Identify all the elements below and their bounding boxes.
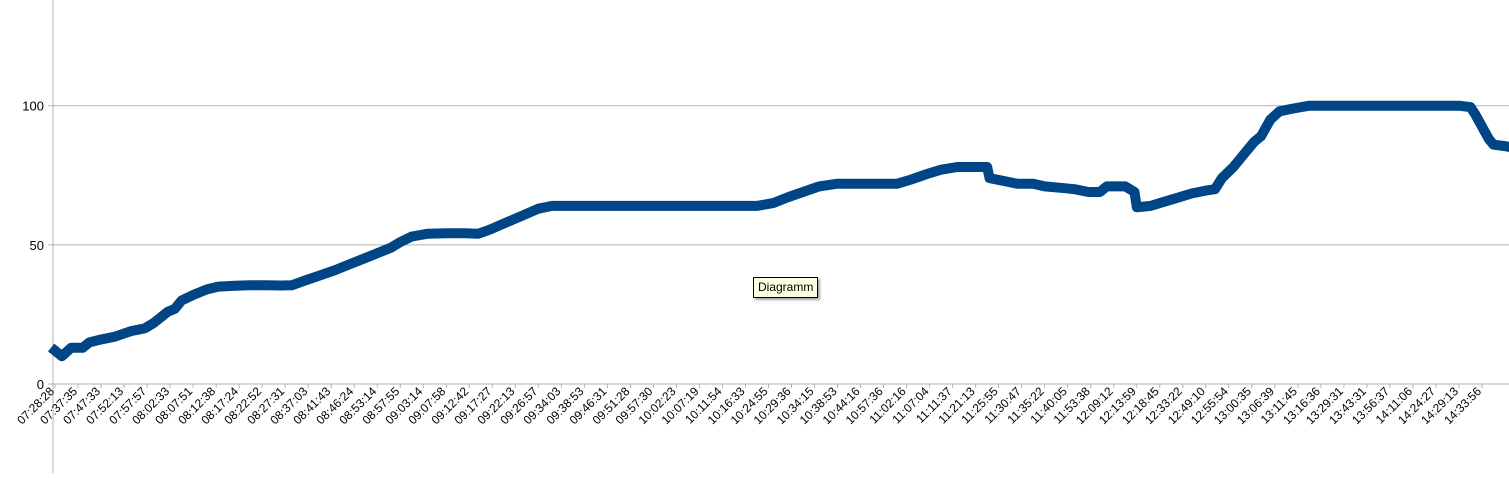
series-line-0	[47, 100, 1509, 362]
y-tick-label: 50	[30, 238, 44, 253]
chart-tooltip: Diagramm	[753, 277, 819, 298]
y-tick-label: 100	[22, 99, 44, 114]
y-tick-label: 0	[37, 377, 44, 392]
